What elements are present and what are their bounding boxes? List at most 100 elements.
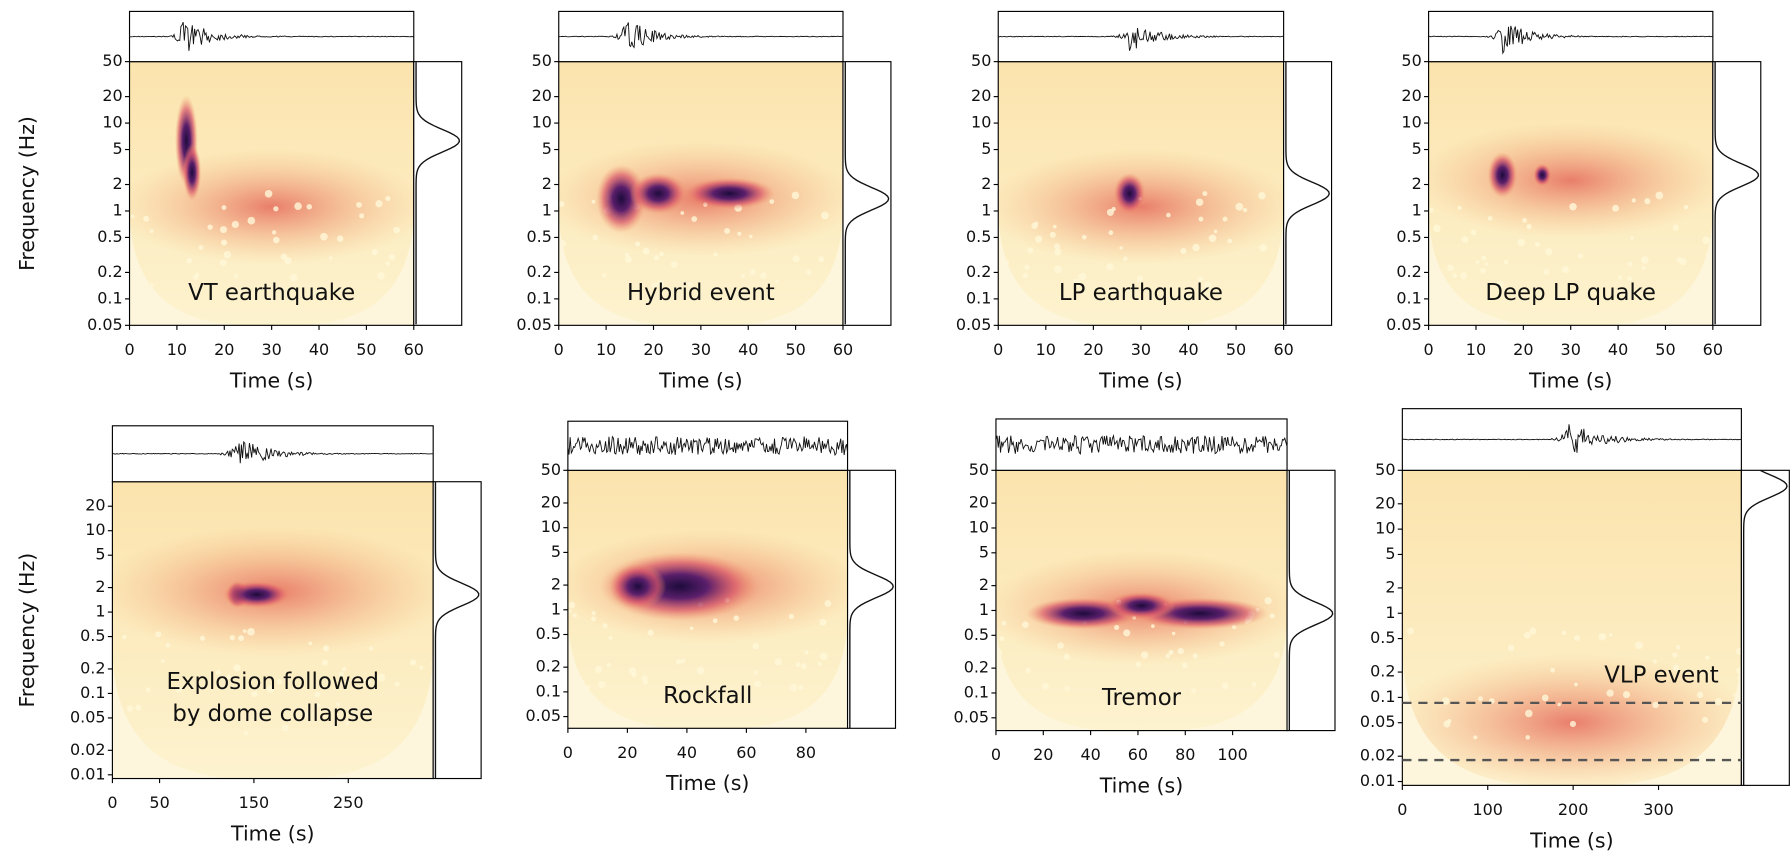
heatmap bbox=[567, 470, 848, 729]
y-tick-label: 0.5 bbox=[536, 624, 561, 643]
speckle bbox=[1203, 281, 1212, 290]
speckle bbox=[233, 274, 238, 279]
x-axis-label: Time (s) bbox=[665, 771, 750, 795]
y-tick-label: 0.2 bbox=[1370, 662, 1395, 681]
waveform bbox=[995, 433, 1288, 455]
speckle bbox=[238, 707, 243, 711]
x-tick-label: 40 bbox=[677, 743, 697, 762]
speckle bbox=[1627, 261, 1633, 267]
speckle bbox=[1024, 264, 1030, 270]
speckle bbox=[1496, 280, 1504, 289]
y-tick-label: 5 bbox=[1412, 139, 1422, 158]
speckle bbox=[647, 629, 654, 636]
heatmap bbox=[558, 61, 843, 326]
energy-blob bbox=[1487, 152, 1518, 198]
speckle bbox=[680, 658, 686, 664]
panel: 50 20 10 5 2 1 0.5 0.2 0.1 0.050 10 20 30 40 50 60 Time … bbox=[1386, 10, 1762, 392]
speckle bbox=[175, 686, 183, 693]
speckle bbox=[341, 666, 347, 672]
speckle bbox=[1652, 701, 1659, 709]
y-tick-label: 5 bbox=[981, 139, 991, 158]
speckle bbox=[1219, 641, 1225, 647]
speckle bbox=[1577, 253, 1584, 259]
speckle bbox=[130, 214, 135, 219]
speckle bbox=[247, 216, 256, 225]
speckle bbox=[606, 662, 611, 668]
y-axis-label: Frequency (Hz) bbox=[15, 553, 39, 708]
speckle bbox=[999, 636, 1005, 642]
speckle bbox=[1123, 629, 1131, 637]
y-tick-label: 50 bbox=[971, 51, 991, 70]
x-tick-label: 0 bbox=[991, 745, 1001, 764]
x-tick-label: 30 bbox=[1561, 340, 1581, 359]
x-tick-label: 20 bbox=[643, 340, 663, 359]
speckle bbox=[642, 247, 650, 255]
speckle bbox=[788, 613, 794, 620]
speckle bbox=[155, 631, 162, 638]
y-tick-label: 50 bbox=[102, 51, 122, 70]
y-tick-label: 10 bbox=[971, 113, 991, 132]
panel: 50 20 10 5 2 1 0.5 0.2 0.1 0.050 20 40 60 80 100 Time (… bbox=[954, 418, 1336, 798]
speckle bbox=[231, 220, 239, 229]
speckle bbox=[1406, 627, 1414, 635]
spectrum bbox=[849, 470, 894, 729]
speckle bbox=[1634, 641, 1643, 650]
y-tick-label: 10 bbox=[541, 517, 561, 536]
speckle bbox=[1057, 642, 1064, 649]
speckle bbox=[145, 687, 151, 693]
panel: 50 20 10 5 2 1 0.5 0.2 0.1 0.050 10 20 30 40 50 60 Time … bbox=[516, 10, 892, 392]
energy-band bbox=[1428, 122, 1713, 239]
y-tick-label: 0.1 bbox=[1370, 687, 1395, 706]
speckle bbox=[819, 618, 827, 626]
speckle bbox=[127, 705, 134, 712]
speckle bbox=[1227, 238, 1232, 244]
speckle bbox=[592, 234, 599, 241]
panel: 20 10 5 2 1 0.5 0.2 0.1 0.05 0.02 0.010 50 150 250 Tim… bbox=[15, 425, 482, 845]
spectrum-box bbox=[413, 61, 463, 326]
speckle bbox=[1168, 649, 1174, 655]
x-tick-label: 20 bbox=[1033, 745, 1053, 764]
speckle bbox=[1525, 735, 1531, 740]
y-tick-label: 0.2 bbox=[964, 658, 989, 677]
speckle bbox=[1545, 248, 1553, 256]
y-tick-label: 50 bbox=[541, 460, 561, 479]
speckle bbox=[1123, 256, 1128, 262]
speckle bbox=[1443, 720, 1451, 728]
speckle bbox=[1608, 633, 1613, 637]
y-tick-label: 1 bbox=[95, 602, 105, 621]
speckle bbox=[1452, 273, 1458, 278]
x-tick-label: 60 bbox=[1703, 340, 1723, 359]
x-tick-label: 0 bbox=[563, 743, 573, 762]
y-tick-label: 0.05 bbox=[87, 315, 123, 334]
speckle bbox=[223, 250, 232, 259]
speckle bbox=[1171, 631, 1176, 636]
energy-blob bbox=[629, 172, 687, 215]
speckle bbox=[591, 611, 596, 616]
x-tick-label: 0 bbox=[124, 340, 134, 359]
speckle bbox=[1702, 236, 1711, 245]
waveform bbox=[558, 22, 844, 49]
y-tick-label: 0.05 bbox=[954, 707, 990, 726]
panel: 50 20 10 5 2 1 0.5 0.2 0.1 0.050 10 20 30 40 50 60 Time … bbox=[15, 10, 463, 392]
x-tick-label: 300 bbox=[1643, 800, 1673, 819]
speckle bbox=[1672, 224, 1679, 231]
x-tick-label: 60 bbox=[736, 743, 756, 762]
speckle bbox=[1705, 655, 1710, 660]
speckle bbox=[1140, 651, 1149, 659]
speckle bbox=[817, 661, 822, 667]
y-tick-label: 0.1 bbox=[536, 681, 561, 700]
speckle bbox=[1461, 236, 1469, 243]
speckle bbox=[143, 215, 150, 222]
y-tick-label: 2 bbox=[113, 174, 123, 193]
speckle bbox=[1672, 664, 1680, 672]
speckle bbox=[568, 609, 572, 613]
y-tick-label: 0.1 bbox=[80, 683, 105, 702]
y-tick-label: 0.1 bbox=[526, 288, 551, 307]
waveform bbox=[1401, 424, 1742, 453]
spectrum bbox=[415, 61, 461, 325]
speckle bbox=[657, 279, 665, 287]
speckle bbox=[1523, 631, 1531, 639]
x-tick-label: 10 bbox=[1036, 340, 1056, 359]
energy-blob bbox=[1113, 172, 1146, 215]
